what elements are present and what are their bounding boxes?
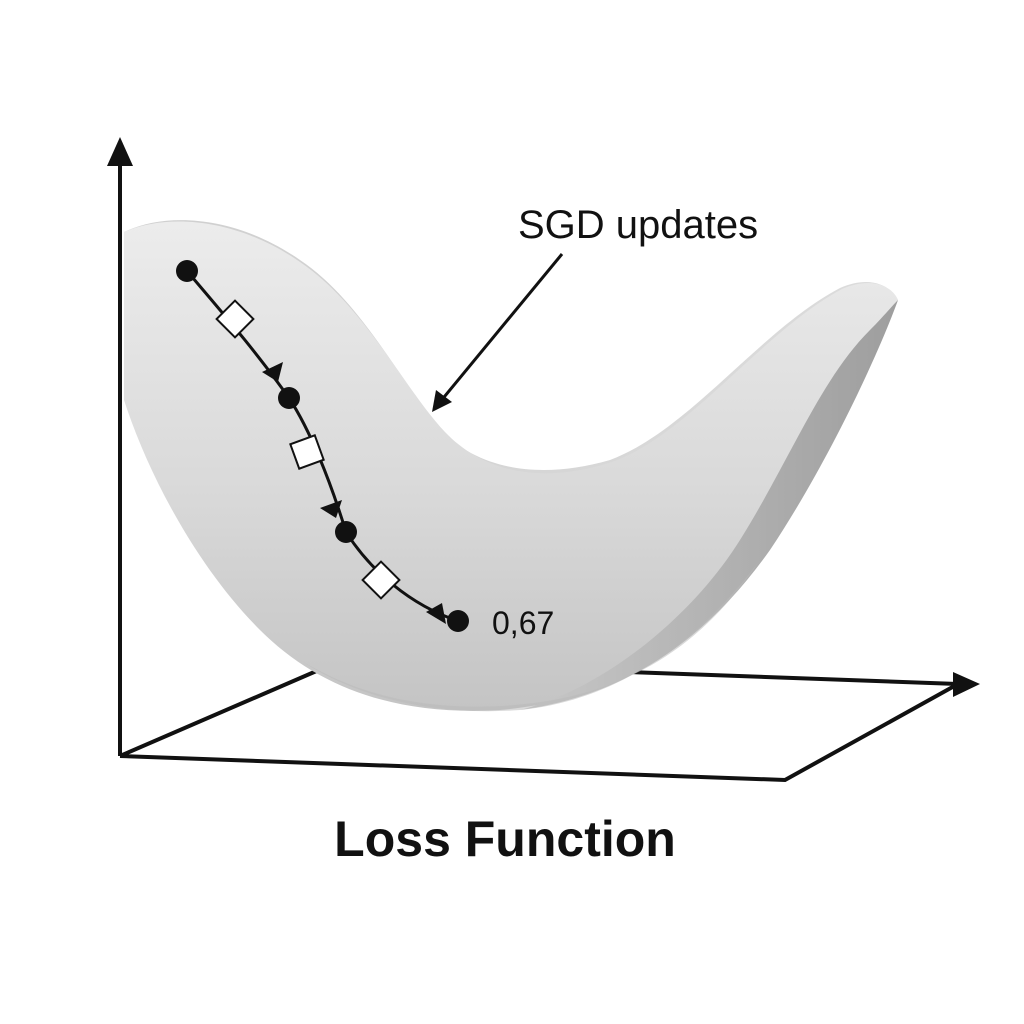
sgd-path: [176, 260, 469, 632]
step-arrowhead: [426, 603, 446, 624]
annotation-leader-line: [438, 253, 564, 403]
final-value-label: 0,67: [492, 605, 554, 641]
annotation-label: SGD updates: [518, 203, 758, 247]
update-point: [278, 387, 300, 409]
annotation-pointer: [432, 253, 564, 412]
update-point: [335, 521, 357, 543]
depth-axis-arrowhead: [953, 672, 980, 697]
gradient-marker: [361, 560, 401, 600]
update-point: [176, 260, 198, 282]
vertical-axis-arrowhead: [107, 137, 133, 166]
loss-surface: [124, 220, 898, 712]
gradient-marker: [289, 434, 325, 470]
step-arrowhead: [320, 500, 342, 518]
surface-side-shade: [520, 300, 898, 710]
annotation-arrowhead: [432, 390, 452, 412]
diagram-title: Loss Function: [334, 811, 676, 867]
step-arrowhead: [262, 362, 283, 382]
update-point-final: [447, 610, 469, 632]
ground-plane: [119, 661, 959, 783]
gradient-marker: [215, 299, 255, 339]
